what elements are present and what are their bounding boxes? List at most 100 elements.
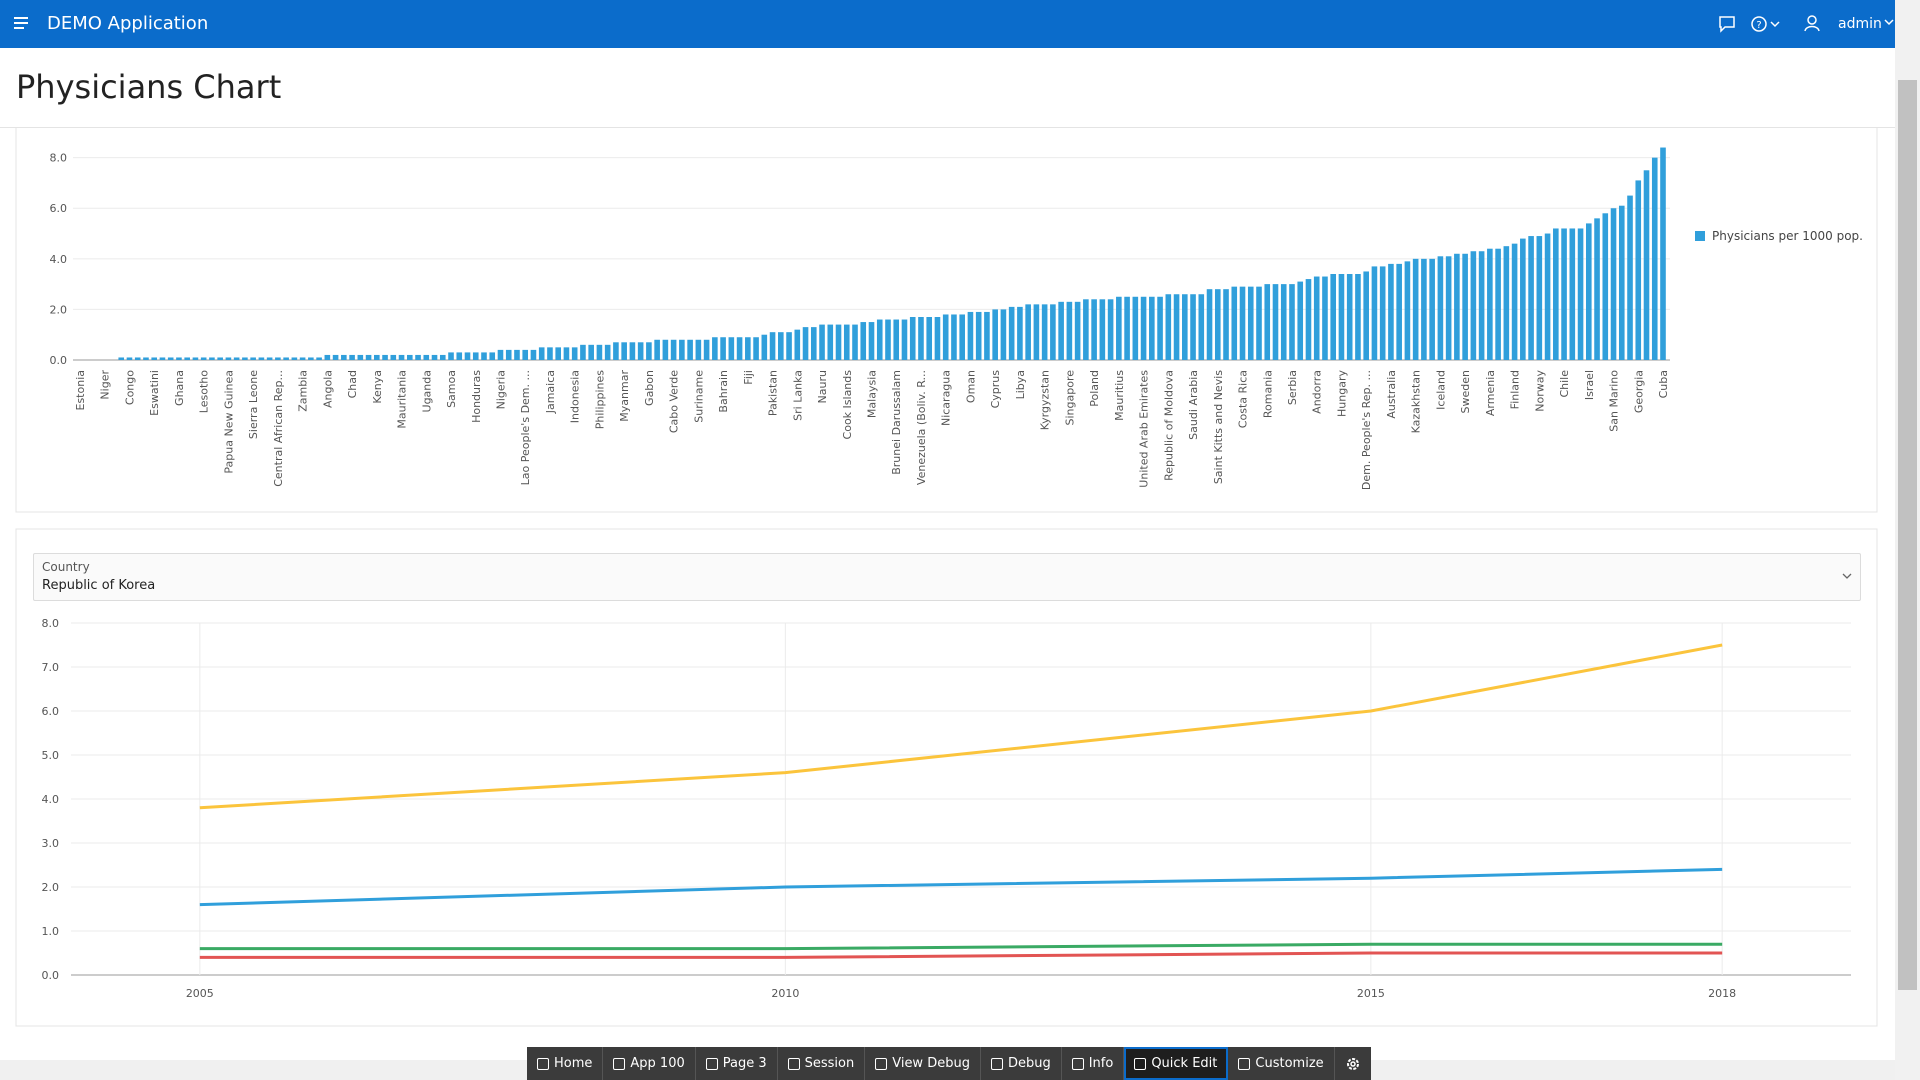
- user-name[interactable]: admin: [1838, 16, 1882, 32]
- bar: [1140, 296, 1147, 360]
- toolbar-label: App 100: [630, 1056, 685, 1071]
- bar: [951, 314, 957, 360]
- bar: [308, 357, 314, 360]
- toolbar-button[interactable]: Session: [778, 1047, 866, 1080]
- series-line: [199, 867, 1723, 907]
- bar: [1322, 276, 1328, 360]
- x-tick-label: Romania: [1261, 370, 1274, 418]
- x-tick-label: Ghana: [173, 370, 186, 406]
- x-tick-label: Kyrgyzstan: [1039, 370, 1052, 430]
- bar: [852, 324, 858, 360]
- bar: [266, 357, 273, 360]
- y-tick-label: 8.0: [42, 617, 60, 630]
- toolbar-button[interactable]: Info: [1062, 1047, 1125, 1080]
- bar: [365, 354, 372, 360]
- chat-icon[interactable]: [1718, 15, 1736, 33]
- bar: [687, 339, 693, 360]
- toolbar-button[interactable]: Home: [527, 1047, 604, 1080]
- bar: [143, 357, 149, 360]
- bar: [909, 317, 916, 360]
- bar: [1124, 296, 1130, 360]
- bar: [1149, 296, 1155, 360]
- x-tick-label: Lesotho: [198, 370, 211, 413]
- bar: [423, 354, 430, 360]
- bar: [753, 337, 759, 360]
- x-tick-label: San Marino: [1608, 370, 1621, 432]
- help-icon[interactable]: ?: [1750, 15, 1780, 33]
- x-tick-label: Cyprus: [989, 370, 1002, 409]
- x-tick-label: Estonia: [74, 370, 87, 411]
- bar: [984, 311, 990, 360]
- user-icon[interactable]: [1804, 15, 1820, 33]
- bar: [1041, 304, 1048, 360]
- bar: [786, 332, 792, 360]
- bar: [959, 314, 965, 360]
- x-tick-label: Cook Islands: [841, 370, 854, 440]
- dev-toolbar: Home App 100 Page 3 Session View Debug Debug I…: [527, 1047, 1371, 1080]
- bar: [1231, 286, 1238, 360]
- bar: [1000, 309, 1007, 360]
- toolbar-button[interactable]: Debug: [981, 1047, 1062, 1080]
- x-tick-label: Sierra Leone: [247, 370, 260, 439]
- toolbar-button[interactable]: Customize: [1228, 1047, 1335, 1080]
- bar: [1437, 256, 1444, 360]
- scrollbar-thumb[interactable]: [1898, 80, 1917, 990]
- bar: [679, 339, 685, 360]
- y-tick-label: 4.0: [42, 793, 60, 806]
- bar: [975, 311, 982, 360]
- app-title[interactable]: DEMO Application: [47, 13, 209, 34]
- x-tick-label: Uganda: [420, 370, 433, 412]
- x-tick-label: Chile: [1558, 370, 1571, 398]
- bar: [596, 344, 603, 360]
- x-tick-label: Nicaragua: [940, 370, 953, 426]
- bar: [472, 352, 479, 360]
- bar: [810, 327, 817, 360]
- bar: [1239, 286, 1246, 360]
- gear-icon: [1346, 1057, 1359, 1070]
- toolbar-icon: [613, 1057, 626, 1070]
- bar: [794, 329, 801, 360]
- bar: [250, 357, 256, 360]
- x-tick-label: United Arab Emirates: [1138, 370, 1151, 488]
- toolbar-button[interactable]: View Debug: [865, 1047, 981, 1080]
- bar: [1618, 205, 1625, 360]
- bar: [349, 354, 355, 360]
- bar: [1379, 266, 1386, 360]
- bar-chart: 0.0 2.0 4.0 6.0 8.0 Estonia Niger Congo Eswatini…: [50, 147, 1863, 490]
- x-tick-label: Singapore: [1063, 370, 1076, 426]
- bar: [918, 317, 924, 360]
- bar: [1577, 228, 1584, 360]
- bar: [1033, 304, 1040, 360]
- y-tick-label: 1.0: [42, 925, 60, 938]
- x-tick-label: Mauritania: [396, 370, 409, 429]
- bar: [1569, 228, 1576, 360]
- select-caret[interactable]: [1842, 573, 1852, 581]
- bar: [233, 357, 240, 360]
- x-tick-label: Iceland: [1434, 370, 1447, 410]
- x-tick-label: Indonesia: [569, 370, 582, 423]
- menu-icon[interactable]: [14, 16, 30, 30]
- bar: [167, 357, 174, 360]
- x-tick-label: Saint Kitts and Nevis: [1212, 370, 1225, 484]
- bar: [868, 322, 875, 360]
- bar: [1173, 294, 1180, 360]
- select-value[interactable]: Republic of Korea: [42, 578, 156, 593]
- toolbar-button[interactable]: App 100: [603, 1047, 696, 1080]
- bar: [662, 339, 669, 360]
- line-card: [15, 528, 1878, 1027]
- settings-button[interactable]: [1335, 1047, 1371, 1080]
- bar: [728, 337, 735, 360]
- bar: [1247, 286, 1254, 360]
- x-tick-label: Samoa: [445, 370, 458, 408]
- user-caret[interactable]: [1884, 19, 1894, 27]
- toolbar-button[interactable]: Quick Edit: [1124, 1047, 1229, 1080]
- toolbar-button[interactable]: Page 3: [696, 1047, 778, 1080]
- bar: [1487, 248, 1493, 360]
- bar: [646, 342, 652, 360]
- country-select[interactable]: Country Republic of Korea: [33, 553, 1861, 601]
- bar: [1585, 223, 1592, 360]
- bar: [1289, 284, 1295, 360]
- y-tick-label: 7.0: [42, 661, 60, 674]
- x-tick-label: Israel: [1583, 370, 1596, 400]
- bar: [1610, 208, 1617, 360]
